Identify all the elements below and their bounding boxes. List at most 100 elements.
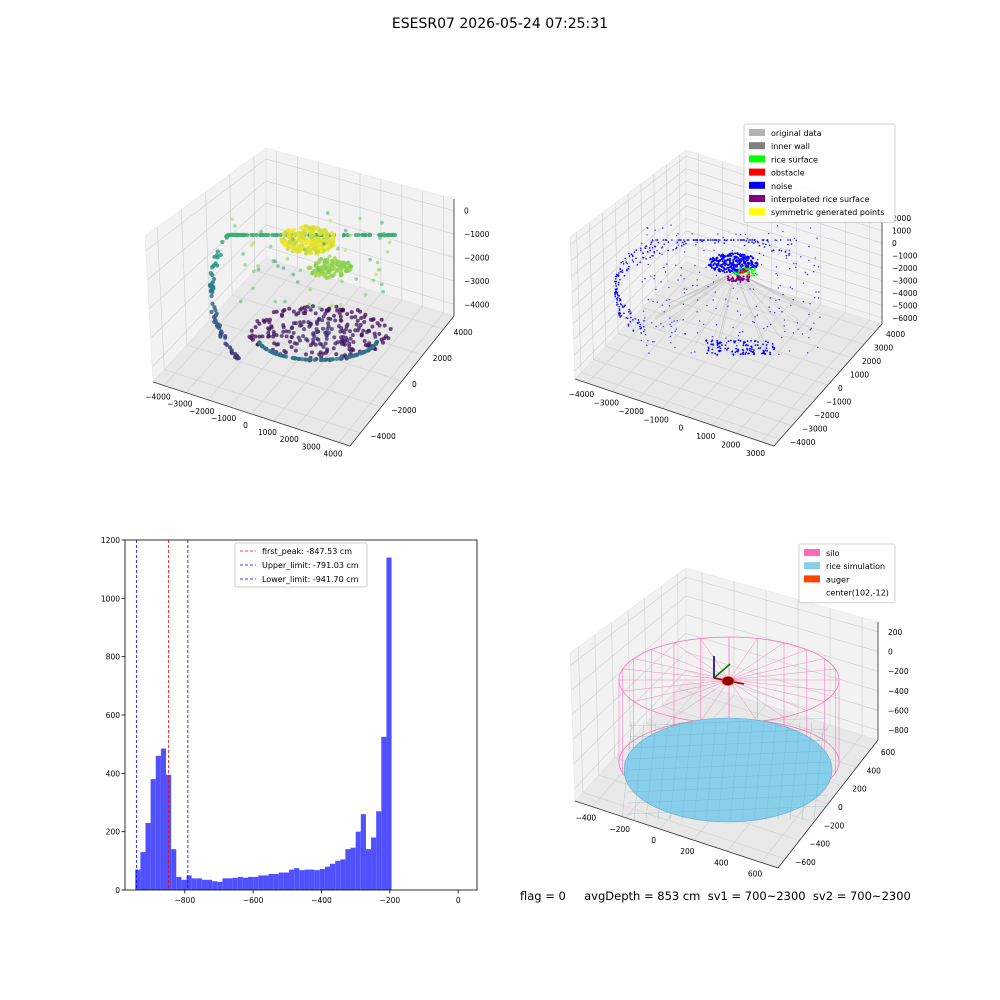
- data-point: [316, 317, 321, 322]
- data-point: [374, 272, 378, 277]
- data-point: [752, 242, 755, 244]
- data-point: [311, 239, 316, 245]
- data-point: [742, 351, 745, 354]
- data-point: [742, 239, 745, 241]
- data-point: [674, 330, 676, 332]
- y-tick-label: 2000: [433, 354, 452, 363]
- data-point: [312, 246, 317, 252]
- data-point: [734, 271, 803, 305]
- data-point: [739, 253, 742, 256]
- data-point: [725, 342, 728, 344]
- y-tick-label: −1000: [826, 398, 852, 407]
- reference-lines: [135, 540, 189, 890]
- data-point: [778, 249, 781, 251]
- floor-gridline: [593, 359, 793, 426]
- data-point: [783, 325, 785, 327]
- data-point: [323, 341, 328, 346]
- histogram-bar: [242, 877, 249, 890]
- data-point: [699, 239, 702, 241]
- data-point: [639, 323, 642, 326]
- data-point: [215, 249, 220, 254]
- data-point: [695, 239, 698, 241]
- floor-gridline: [677, 688, 871, 750]
- data-point: [264, 347, 269, 352]
- data-point: [316, 267, 321, 272]
- x-tick-label: 400: [714, 858, 729, 867]
- data-point: [726, 254, 729, 257]
- data-point: [729, 265, 732, 268]
- data-point: [381, 289, 386, 294]
- data-point: [313, 311, 318, 316]
- data-point: [653, 274, 656, 277]
- wall-gridline: [574, 670, 687, 789]
- data-point: [322, 273, 327, 279]
- data-point: [623, 275, 626, 277]
- data-point: [727, 268, 730, 271]
- legend-frame: [743, 123, 896, 223]
- data-point: [616, 294, 619, 296]
- data-point: [653, 251, 656, 254]
- data-point: [739, 276, 742, 279]
- data-point: [223, 333, 228, 339]
- x-axis: −800 −600 −400 −200 0: [175, 890, 461, 905]
- data-point: [727, 347, 729, 350]
- data-point: [335, 262, 340, 268]
- data-point: [320, 270, 326, 275]
- data-point: [674, 264, 677, 267]
- legend-label: center(102,-12): [826, 589, 889, 598]
- data-point: [812, 270, 815, 273]
- data-point: [691, 233, 693, 235]
- data-point: [646, 234, 648, 236]
- histogram-bar: [176, 876, 182, 890]
- auger: [713, 656, 745, 686]
- floor-gridline: [679, 268, 877, 332]
- data-point: [365, 348, 370, 353]
- x-tick-label: 3000: [302, 442, 321, 451]
- data-point: [343, 339, 348, 344]
- data-point: [716, 266, 719, 269]
- data-point: [773, 348, 775, 351]
- data-point: [209, 293, 214, 299]
- y-axis-line: [349, 315, 455, 447]
- data-point: [746, 267, 749, 270]
- y-tick-label: −3000: [802, 425, 828, 434]
- data-point: [788, 350, 791, 352]
- data-point: [334, 356, 339, 362]
- data-point: [743, 270, 747, 273]
- data-point: [712, 281, 715, 283]
- histogram-bar: [258, 875, 264, 890]
- data-point: [629, 312, 632, 315]
- data-point: [306, 357, 312, 362]
- y-tick-label: −4000: [370, 432, 396, 441]
- data-point: [654, 246, 657, 248]
- data-point: [298, 323, 303, 328]
- data-point: [772, 346, 774, 349]
- z-tick-label: 0: [888, 648, 893, 657]
- data-point: [729, 339, 732, 342]
- data-point: [734, 271, 808, 333]
- data-point: [818, 291, 820, 293]
- histogram-bar: [273, 873, 279, 890]
- data-point: [219, 329, 224, 334]
- data-point: [731, 276, 734, 279]
- data-point: [220, 239, 225, 245]
- data-point: [720, 258, 723, 261]
- data-point: [302, 327, 307, 332]
- histogram-bar: [160, 748, 167, 890]
- wall-gridline: [685, 242, 883, 306]
- histogram-bar: [181, 879, 187, 890]
- y-tick-label: 0: [838, 384, 843, 393]
- rice-mesh-line: [681, 721, 693, 821]
- data-point: [658, 252, 661, 254]
- data-point: [762, 351, 765, 354]
- data-point: [671, 331, 673, 334]
- data-point: [762, 254, 765, 256]
- data-point: [763, 352, 766, 355]
- data-point: [665, 239, 668, 241]
- data-point: [741, 263, 744, 266]
- wall-gridline: [572, 633, 687, 740]
- data-point: [742, 278, 745, 281]
- legend-frame: [234, 542, 368, 588]
- data-point: [780, 250, 783, 252]
- data-point: [744, 233, 747, 236]
